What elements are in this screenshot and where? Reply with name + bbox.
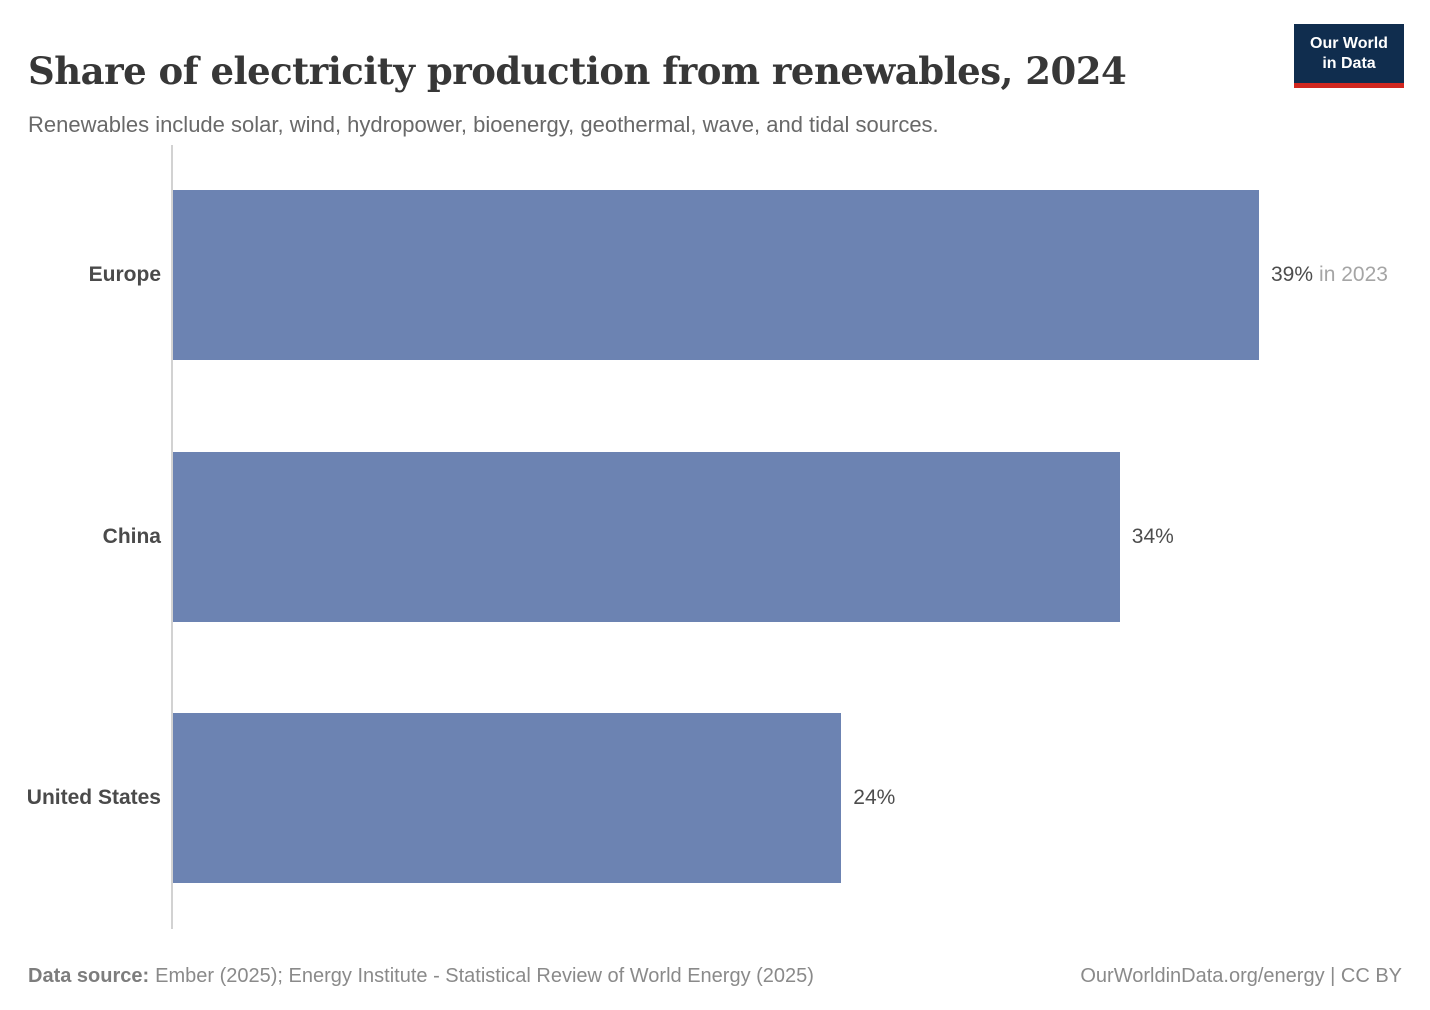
bar-track: 24% bbox=[173, 713, 1259, 883]
y-axis-line bbox=[171, 145, 173, 929]
attribution-link[interactable]: OurWorldinData.org/energy | CC BY bbox=[1080, 965, 1402, 987]
value-text: 34% bbox=[1131, 525, 1174, 548]
category-label-united-states: United States bbox=[26, 786, 161, 809]
bar-europe[interactable] bbox=[173, 190, 1259, 360]
bar-china[interactable] bbox=[173, 452, 1120, 622]
chart-subtitle: Renewables include solar, wind, hydropow… bbox=[28, 112, 939, 137]
bar-track: 39% in 2023 bbox=[173, 190, 1388, 360]
bar-row-united-states: United States 24% bbox=[0, 713, 1430, 883]
category-label-china: China bbox=[102, 525, 161, 548]
owid-logo-line2: in Data bbox=[1322, 54, 1376, 72]
chart-title: Share of electricity production from ren… bbox=[28, 48, 1127, 93]
value-annotation: in 2023 bbox=[1319, 263, 1388, 286]
value-label-europe: 39% in 2023 bbox=[1271, 263, 1388, 287]
bar-track: 34% bbox=[173, 452, 1259, 622]
value-label-china: 34% bbox=[1132, 525, 1180, 549]
bar-row-china: China 34% bbox=[0, 452, 1430, 622]
data-source-value: Ember (2025); Energy Institute - Statist… bbox=[155, 965, 814, 987]
data-source-label: Data source: bbox=[28, 965, 150, 987]
owid-logo[interactable]: Our World in Data bbox=[1294, 24, 1404, 88]
bar-row-europe: Europe 39% in 2023 bbox=[0, 190, 1430, 360]
chart-footer: Data source: Ember (2025); Energy Institu… bbox=[28, 965, 1402, 988]
value-text: 39% bbox=[1271, 263, 1314, 286]
category-label-europe: Europe bbox=[88, 263, 161, 286]
value-text: 24% bbox=[853, 786, 896, 809]
owid-logo-line1: Our World bbox=[1310, 34, 1388, 52]
bar-united-states[interactable] bbox=[173, 713, 842, 883]
value-label-united-states: 24% bbox=[853, 786, 901, 810]
data-source-note: Data source: Ember (2025); Energy Institu… bbox=[28, 965, 814, 988]
